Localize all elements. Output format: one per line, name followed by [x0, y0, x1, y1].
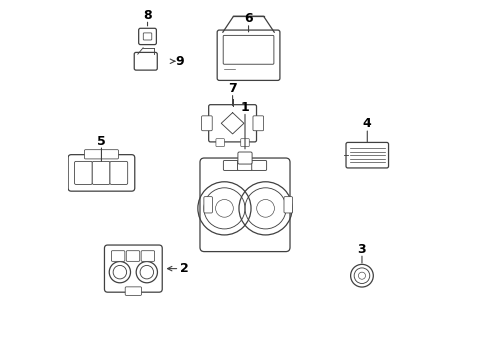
FancyBboxPatch shape [253, 116, 264, 131]
FancyBboxPatch shape [143, 33, 152, 40]
FancyBboxPatch shape [284, 197, 293, 213]
FancyBboxPatch shape [223, 161, 238, 170]
FancyBboxPatch shape [346, 143, 389, 168]
FancyBboxPatch shape [238, 152, 252, 164]
FancyBboxPatch shape [68, 155, 135, 191]
Text: 4: 4 [363, 117, 371, 130]
FancyBboxPatch shape [200, 158, 290, 252]
FancyBboxPatch shape [126, 251, 140, 261]
Text: 6: 6 [244, 12, 253, 25]
FancyBboxPatch shape [74, 161, 92, 184]
FancyBboxPatch shape [125, 287, 142, 295]
FancyBboxPatch shape [134, 53, 157, 70]
FancyBboxPatch shape [204, 197, 212, 213]
FancyBboxPatch shape [241, 139, 249, 147]
FancyBboxPatch shape [84, 150, 119, 159]
Text: 1: 1 [241, 101, 249, 114]
Text: 7: 7 [228, 82, 237, 95]
FancyBboxPatch shape [92, 161, 110, 184]
FancyBboxPatch shape [104, 245, 162, 292]
FancyBboxPatch shape [141, 251, 155, 261]
Text: 5: 5 [97, 135, 106, 148]
FancyBboxPatch shape [139, 28, 156, 45]
Text: 3: 3 [358, 243, 367, 256]
FancyBboxPatch shape [209, 105, 257, 142]
Text: 2: 2 [180, 262, 189, 275]
FancyBboxPatch shape [216, 139, 224, 147]
FancyBboxPatch shape [217, 30, 280, 80]
FancyBboxPatch shape [110, 161, 128, 184]
FancyBboxPatch shape [252, 161, 267, 170]
Text: 8: 8 [143, 9, 152, 22]
Text: 9: 9 [175, 55, 184, 68]
FancyBboxPatch shape [223, 35, 274, 64]
FancyBboxPatch shape [238, 161, 252, 170]
FancyBboxPatch shape [111, 251, 125, 261]
FancyBboxPatch shape [201, 116, 212, 131]
